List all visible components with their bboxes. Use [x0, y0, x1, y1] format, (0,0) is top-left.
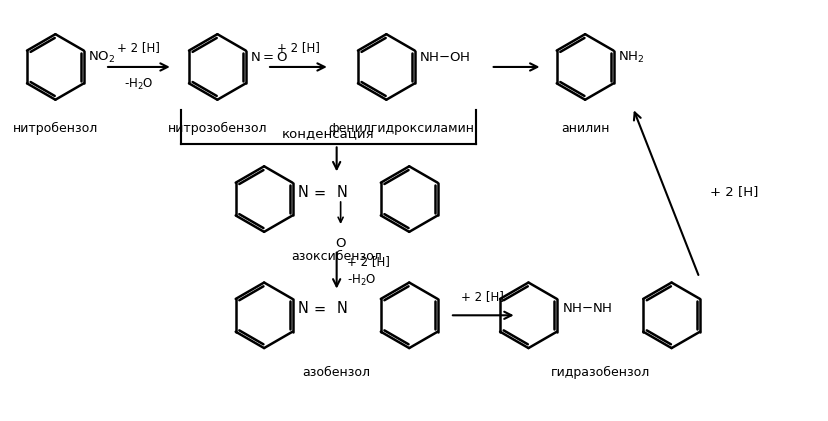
- Text: N: N: [336, 185, 347, 200]
- Text: + 2 [H]: + 2 [H]: [460, 290, 503, 304]
- Text: NO$_2$: NO$_2$: [88, 50, 115, 64]
- Text: + 2 [H]: + 2 [H]: [118, 41, 160, 54]
- Text: анилин: анилин: [561, 122, 609, 135]
- Text: нитрозобензол: нитрозобензол: [167, 122, 267, 135]
- Text: азоксибензол: азоксибензол: [291, 250, 382, 263]
- Text: N$=$O: N$=$O: [250, 51, 288, 64]
- Text: N: N: [336, 301, 347, 316]
- Text: NH$_2$: NH$_2$: [617, 50, 643, 64]
- Text: NH$-$NH: NH$-$NH: [561, 302, 612, 315]
- Text: + 2 [H]: + 2 [H]: [346, 255, 389, 268]
- Text: нитробензол: нитробензол: [12, 122, 98, 135]
- Text: -H$_2$O: -H$_2$O: [346, 272, 376, 288]
- Text: -H$_2$O: -H$_2$O: [124, 77, 153, 92]
- Text: конденсация: конденсация: [282, 128, 374, 141]
- Text: гидразобензол: гидразобензол: [550, 366, 649, 379]
- Text: $=$: $=$: [310, 301, 326, 316]
- Text: O: O: [335, 237, 345, 250]
- Text: NH$-$OH: NH$-$OH: [419, 51, 470, 64]
- Text: фенилгидроксиламин: фенилгидроксиламин: [328, 122, 474, 135]
- Text: N: N: [297, 301, 308, 316]
- Text: + 2 [H]: + 2 [H]: [709, 185, 758, 197]
- Text: $=$: $=$: [310, 185, 326, 200]
- Text: N: N: [297, 185, 308, 200]
- Text: азобензол: азобензол: [302, 366, 370, 379]
- Text: + 2 [H]: + 2 [H]: [277, 41, 320, 54]
